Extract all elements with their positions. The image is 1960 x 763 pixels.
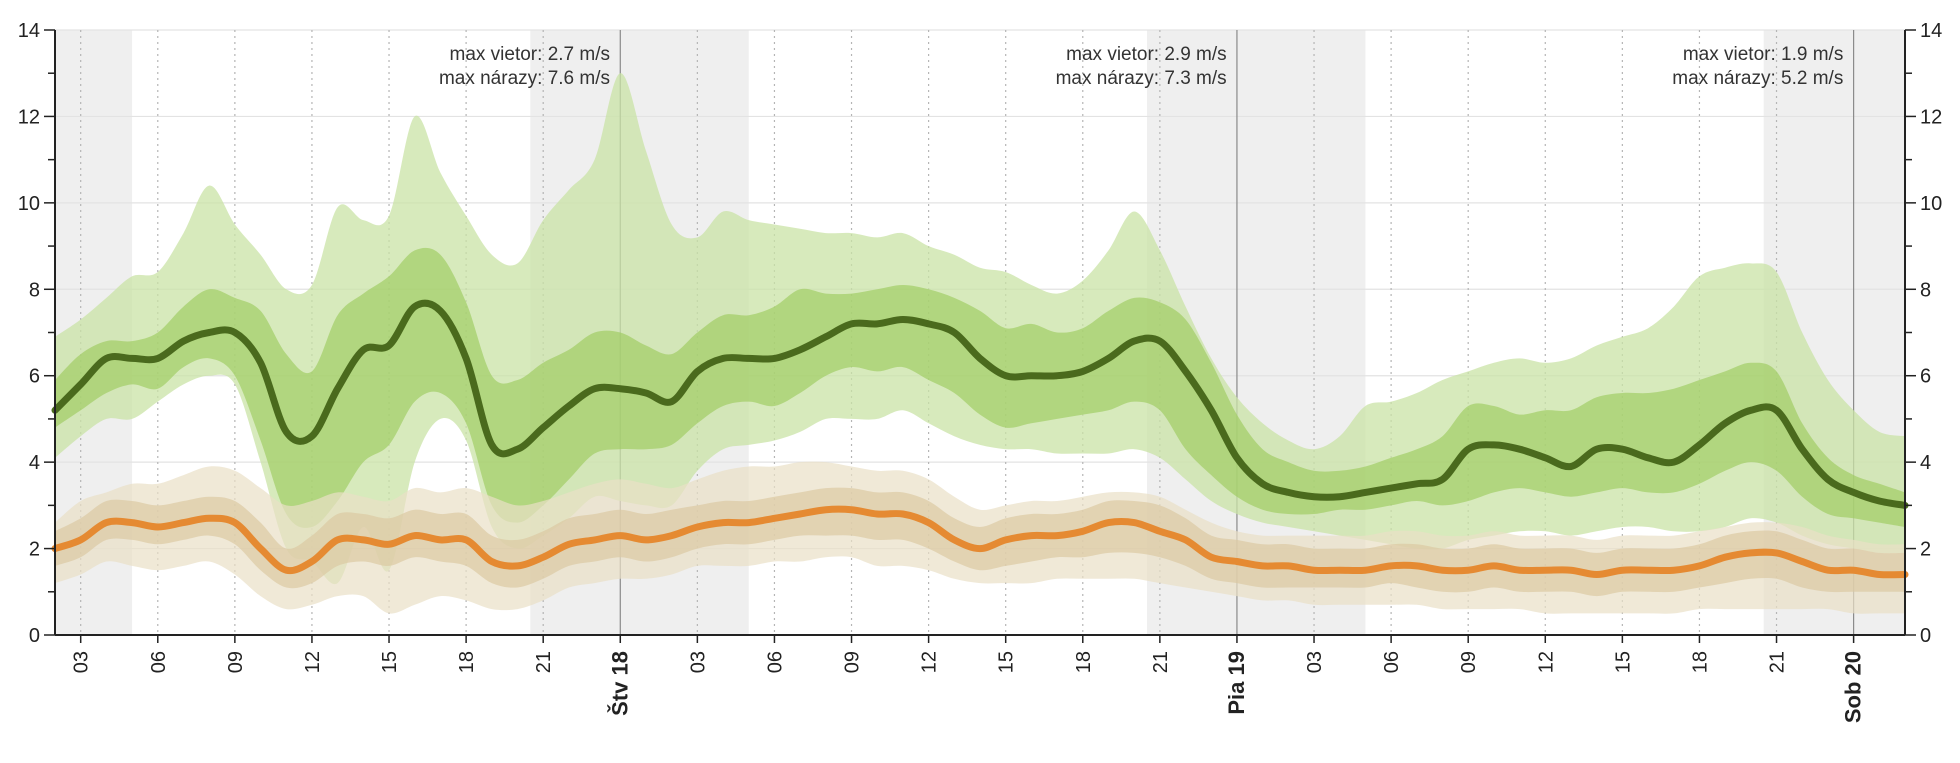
max-annotation: max vietor: 2.9 m/s max nárazy: 7.3 m/s <box>1056 44 1227 89</box>
wind-line <box>51 505 1909 579</box>
x-tick-label: 18 <box>1689 651 1711 673</box>
max-wind-text: max vietor: 2.7 m/s <box>450 44 611 65</box>
range-bands <box>55 73 1905 614</box>
max-wind-text: max vietor: 2.9 m/s <box>1066 44 1227 65</box>
y-tick-label-left: 14 <box>18 20 40 42</box>
x-tick-label: 15 <box>379 651 401 673</box>
x-tick-label: 09 <box>842 651 864 673</box>
x-tick-label: 12 <box>1535 651 1557 673</box>
x-tick-label: 03 <box>71 651 93 673</box>
x-tick-label: 12 <box>919 651 941 673</box>
x-tick-label: 15 <box>1612 651 1634 673</box>
max-annotation: max vietor: 1.9 m/s max nárazy: 5.2 m/s <box>1672 44 1843 89</box>
x-tick-label: 15 <box>996 651 1018 673</box>
x-tick-label: 06 <box>1381 651 1403 673</box>
max-annotation: max vietor: 2.7 m/s max nárazy: 7.6 m/s <box>439 44 610 89</box>
max-gust-text: max nárazy: 7.3 m/s <box>1056 68 1227 89</box>
y-tick-label-left: 8 <box>29 279 40 301</box>
y-tick-label-right: 6 <box>1920 366 1931 388</box>
series-lines <box>51 299 1909 579</box>
y-tick-label-left: 10 <box>18 193 40 215</box>
gust-line <box>51 299 1909 509</box>
y-tick-label-right: 12 <box>1920 106 1942 128</box>
y-tick-label-right: 10 <box>1920 193 1942 215</box>
x-day-label: Sob 20 <box>1841 651 1866 723</box>
y-tick-label-left: 0 <box>29 625 40 647</box>
y-tick-labels: 0 0 2 2 4 4 6 6 8 8 10 10 12 12 14 14 <box>18 20 1943 647</box>
y-tick-label-right: 4 <box>1920 452 1931 474</box>
x-tick-label: 21 <box>533 651 555 673</box>
y-tick-label-right: 14 <box>1920 20 1942 42</box>
x-tick-label: 21 <box>1150 651 1172 673</box>
x-tick-label: 09 <box>1458 651 1480 673</box>
y-tick-label-right: 0 <box>1920 625 1931 647</box>
x-tick-label: 03 <box>1304 651 1326 673</box>
x-tick-labels: 03 06 09 12 15 18 21 Štv 18 03 06 09 12 15 18 21 Pia 19… <box>71 651 1866 723</box>
y-tick-label-left: 6 <box>29 366 40 388</box>
y-tick-label-left: 12 <box>18 106 40 128</box>
gust-inner-band <box>55 247 1905 528</box>
max-gust-text: max nárazy: 7.6 m/s <box>439 68 610 89</box>
x-day-label: Pia 19 <box>1224 651 1249 715</box>
x-tick-label: 18 <box>456 651 478 673</box>
x-tick-label: 18 <box>1073 651 1095 673</box>
x-tick-label: 12 <box>302 651 324 673</box>
y-tick-label-left: 4 <box>29 452 40 474</box>
x-tick-label: 03 <box>687 651 709 673</box>
axes <box>44 29 1916 643</box>
x-tick-label: 21 <box>1767 651 1789 673</box>
x-tick-label: 06 <box>148 651 170 673</box>
x-tick-label: 09 <box>225 651 247 673</box>
y-tick-label-right: 8 <box>1920 279 1931 301</box>
max-wind-text: max vietor: 1.9 m/s <box>1683 44 1844 65</box>
y-tick-label-right: 2 <box>1920 539 1931 561</box>
x-tick-label: 06 <box>764 651 786 673</box>
y-tick-label-left: 2 <box>29 539 40 561</box>
x-day-label: Štv 18 <box>607 651 632 716</box>
max-gust-text: max nárazy: 5.2 m/s <box>1672 68 1843 89</box>
